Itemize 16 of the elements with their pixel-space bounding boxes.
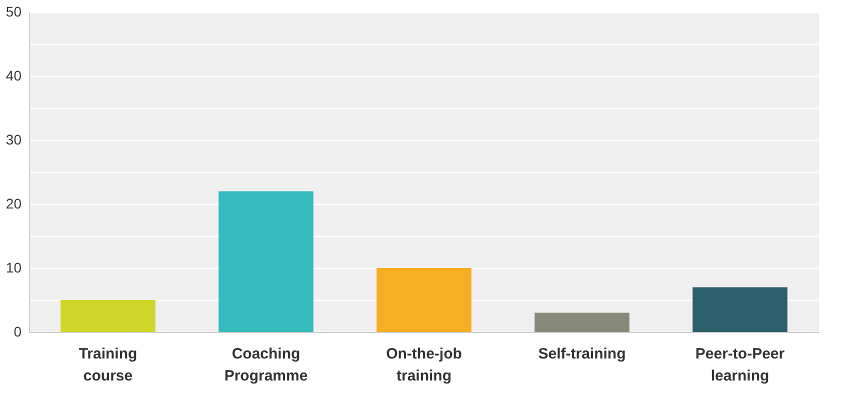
x-tick-label: Self-training: [538, 346, 626, 362]
x-tick-label: On-the-job training: [386, 346, 462, 384]
bar: [692, 287, 788, 332]
y-tick-label: 0: [14, 324, 22, 340]
bar: [534, 312, 630, 332]
y-tick-label: 20: [6, 196, 22, 212]
bar: [60, 300, 156, 332]
y-tick-label: 30: [6, 132, 22, 148]
x-tick-label: Training course: [78, 346, 138, 384]
x-tick-label: Coaching Programme: [224, 346, 308, 384]
bar: [376, 268, 472, 332]
bar: [218, 191, 314, 332]
y-tick-label: 40: [6, 68, 22, 84]
y-tick-label: 10: [6, 260, 22, 276]
x-tick-label: Peer-to-Peer learning: [695, 346, 785, 384]
y-tick-label: 50: [6, 4, 22, 20]
